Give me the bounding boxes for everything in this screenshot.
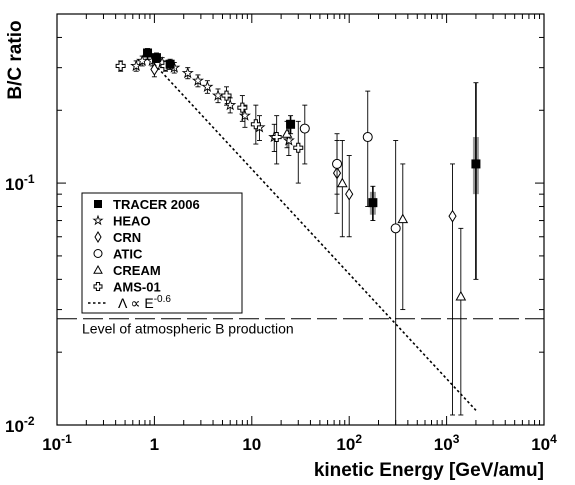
marker-triangle bbox=[455, 290, 467, 301]
marker-star bbox=[92, 214, 104, 226]
series-crn bbox=[150, 62, 457, 416]
legend-label: AMS-01 bbox=[113, 280, 161, 295]
series-ams-01 bbox=[115, 60, 304, 184]
marker-diamond bbox=[448, 209, 457, 223]
marker-square bbox=[471, 159, 481, 169]
x-axis-label: kinetic Energy [GeV/amu] bbox=[314, 460, 544, 481]
y-tick-label: 10-2 bbox=[5, 414, 35, 436]
x-tick-label: 10 bbox=[242, 435, 261, 454]
x-tick-label: 104 bbox=[531, 432, 557, 454]
marker-circle bbox=[299, 123, 310, 134]
legend-label: ATIC bbox=[113, 247, 143, 262]
atmospheric-level-label: Level of atmospheric B production bbox=[82, 321, 294, 337]
marker-diamond bbox=[345, 187, 354, 201]
tick-labels: 10-1 1 10 102 103 104 10-2 10-1 bbox=[5, 172, 557, 454]
x-tick-label: 10-1 bbox=[42, 432, 72, 454]
marker-triangle bbox=[397, 213, 409, 224]
marker-circle bbox=[93, 249, 103, 258]
marker-square bbox=[143, 48, 153, 58]
series-cream bbox=[281, 120, 467, 416]
marker-cross bbox=[237, 102, 248, 113]
marker-square bbox=[286, 119, 296, 129]
marker-circle bbox=[332, 158, 343, 169]
marker-star bbox=[238, 109, 251, 121]
x-tick-label: 103 bbox=[434, 432, 460, 454]
marker-cross bbox=[93, 282, 103, 291]
x-tick-label: 1 bbox=[150, 435, 159, 454]
marker-cross bbox=[293, 142, 304, 153]
marker-cross bbox=[115, 60, 126, 71]
marker-circle bbox=[390, 223, 401, 234]
marker-diamond bbox=[150, 63, 159, 76]
data-points bbox=[115, 48, 481, 426]
legend-fit-label: Λ ∝ E-0.6 bbox=[118, 294, 171, 311]
y-tick-label: 10-1 bbox=[5, 172, 35, 194]
fit-line bbox=[153, 63, 477, 411]
marker-square bbox=[165, 59, 175, 69]
series-tracer-2006 bbox=[143, 48, 481, 280]
plot-frame bbox=[56, 13, 545, 426]
legend-label: CRN bbox=[113, 230, 141, 245]
y-axis-label: B/C ratio bbox=[5, 20, 26, 99]
marker-triangle bbox=[93, 264, 103, 274]
marker-cross bbox=[250, 119, 261, 130]
marker-triangle bbox=[336, 177, 348, 188]
series-atic bbox=[299, 90, 401, 426]
legend-label: HEAO bbox=[113, 214, 151, 229]
marker-star bbox=[181, 66, 194, 79]
marker-circle bbox=[362, 132, 373, 143]
marker-star bbox=[201, 80, 214, 92]
legend-label: CREAM bbox=[113, 263, 161, 278]
marker-star bbox=[282, 134, 295, 146]
marker-square bbox=[151, 53, 161, 63]
marker-star bbox=[191, 74, 204, 86]
marker-cross bbox=[271, 132, 282, 143]
marker-square bbox=[368, 198, 378, 208]
legend-box bbox=[81, 192, 243, 314]
marker-square bbox=[94, 200, 102, 208]
marker-cross bbox=[221, 90, 232, 101]
marker-diamond bbox=[94, 231, 102, 243]
legend-label: TRACER 2006 bbox=[113, 197, 200, 212]
x-tick-label: 102 bbox=[336, 432, 362, 454]
